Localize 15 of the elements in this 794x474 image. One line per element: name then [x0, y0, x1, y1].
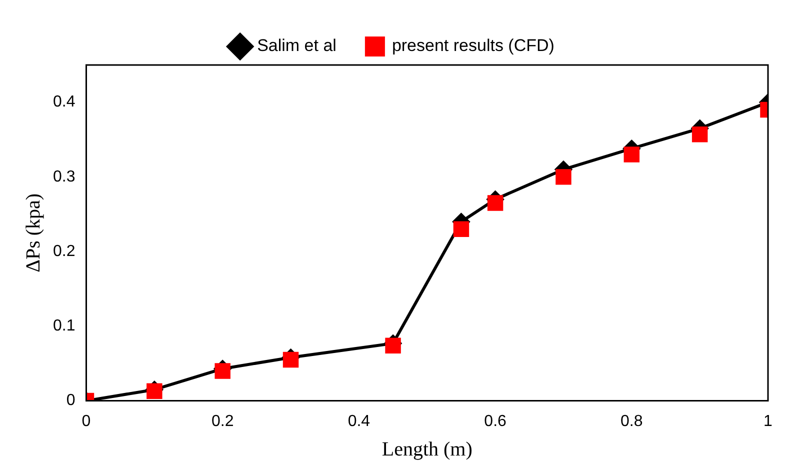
x-axis-title: Length (m)	[382, 438, 472, 460]
y-tick-label: 0.1	[52, 318, 76, 335]
legend-label: present results (CFD)	[392, 36, 554, 56]
x-tick-label: 0.8	[620, 412, 643, 430]
x-tick-label: 0.2	[211, 412, 234, 430]
x-tick-label: 0	[82, 412, 91, 430]
y-tick-label: 0	[66, 392, 76, 410]
y-tick-label: 0.2	[52, 242, 76, 260]
x-tick-label: 0.4	[348, 412, 370, 430]
y-tick-label: 0.3	[52, 168, 76, 186]
y-axis-title: ΔPs (kpa)	[22, 193, 44, 272]
y-tick-label: 0.4	[52, 94, 76, 111]
x-tick-label: 1	[764, 412, 773, 430]
x-tick-label: 0.6	[484, 412, 507, 430]
legend-label: Salim et al	[257, 36, 336, 56]
